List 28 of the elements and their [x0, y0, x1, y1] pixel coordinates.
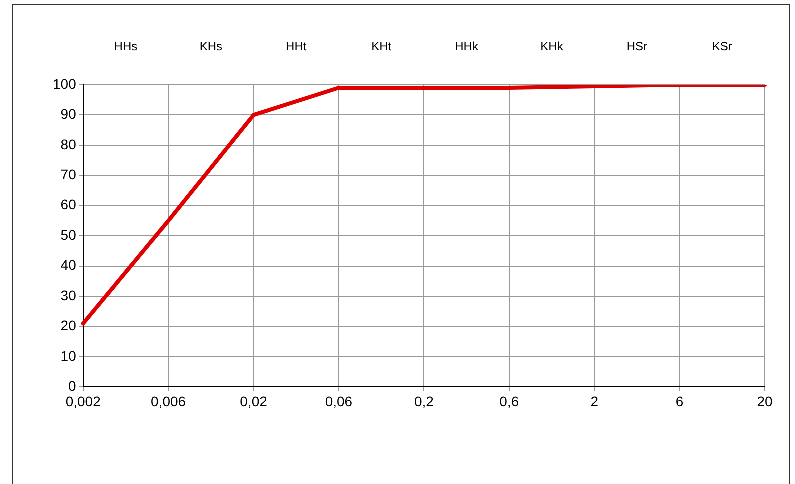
- x-tick-label: 0,002: [66, 393, 102, 410]
- x-tick-label: 20: [757, 393, 773, 410]
- text: KHs: [200, 39, 222, 54]
- x-tick-label: 2: [590, 393, 599, 410]
- y-tick-label: 20: [60, 318, 77, 334]
- y-tick-label: 80: [60, 136, 77, 152]
- text: HSr: [626, 39, 648, 54]
- text: HHt: [286, 39, 308, 54]
- x-tick-label: 6: [676, 393, 684, 410]
- text: HHk: [455, 39, 480, 54]
- y-tick-label: 50: [60, 226, 77, 243]
- x-tick-label: 0,06: [325, 393, 353, 410]
- x-tick-label: 0,006: [151, 393, 186, 410]
- y-tick-label: 60: [60, 196, 77, 213]
- y-tick-label: 90: [60, 106, 77, 122]
- text: HHs: [114, 39, 138, 54]
- x-tick-label: 0,2: [414, 393, 434, 410]
- x-tick-label: 0,02: [240, 393, 268, 410]
- text: KHk: [540, 39, 564, 54]
- y-tick-label: 10: [60, 348, 77, 364]
- text: KHt: [372, 39, 392, 54]
- y-tick-label: 100: [53, 76, 77, 92]
- y-tick-label: 70: [60, 166, 77, 183]
- text: KSr: [712, 39, 732, 54]
- y-tick-label: 0: [68, 378, 77, 394]
- x-tick-label: 0,6: [500, 393, 520, 410]
- y-tick-label: 40: [60, 257, 77, 274]
- y-tick-label: 30: [60, 287, 77, 304]
